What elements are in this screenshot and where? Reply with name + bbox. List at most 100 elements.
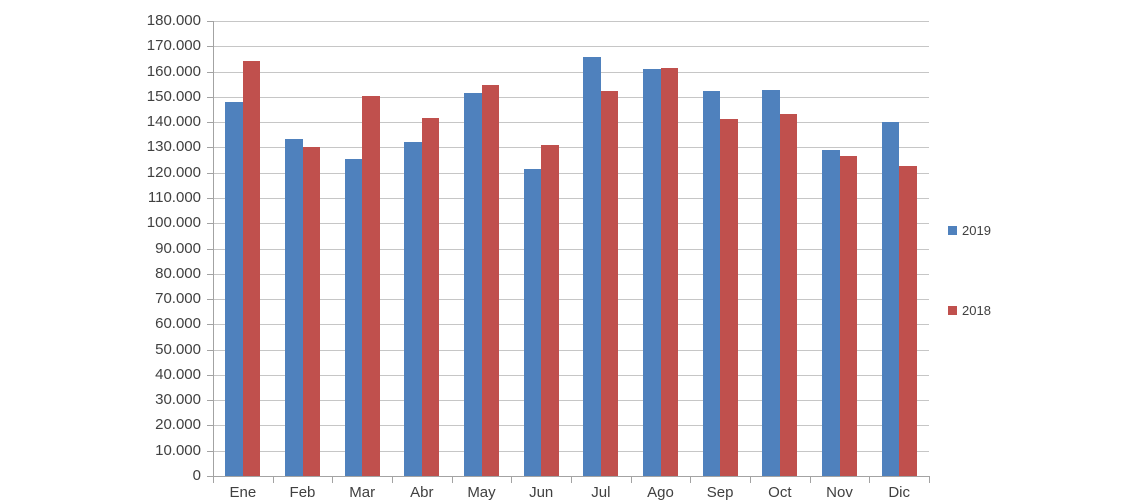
legend-item-2019: 2019 bbox=[948, 223, 991, 238]
legend-label-2018: 2018 bbox=[962, 303, 991, 318]
y-axis-tick bbox=[207, 273, 213, 275]
x-axis-tick bbox=[511, 477, 513, 483]
bar-2019-Ago bbox=[643, 68, 661, 476]
x-axis-tick bbox=[332, 477, 334, 483]
bar-2019-Feb bbox=[285, 138, 303, 476]
y-axis-label: 120.000 bbox=[146, 163, 201, 181]
y-gridline bbox=[213, 21, 929, 22]
y-axis-label: 80.000 bbox=[155, 264, 201, 282]
y-axis-tick bbox=[207, 476, 213, 477]
x-axis-tick bbox=[451, 477, 453, 483]
bar-2019-Dic bbox=[881, 122, 900, 476]
bar-2019-Mar bbox=[344, 158, 363, 476]
y-axis-tick bbox=[207, 349, 213, 351]
y-axis-tick bbox=[207, 96, 213, 98]
bar-2018-May bbox=[481, 84, 499, 476]
y-gridline bbox=[213, 324, 929, 326]
y-axis-tick bbox=[207, 21, 213, 22]
y-axis-tick bbox=[207, 46, 213, 48]
y-axis-tick bbox=[207, 197, 213, 199]
x-axis-tick bbox=[571, 477, 572, 483]
bar-2018-Jun bbox=[541, 145, 559, 476]
x-axis-line bbox=[213, 476, 930, 477]
bar-2019-Jul bbox=[583, 56, 601, 476]
bar-2019-Ene bbox=[225, 101, 243, 476]
x-axis-label-Feb: Feb bbox=[289, 484, 316, 500]
y-axis-label: 50.000 bbox=[155, 340, 201, 358]
legend-swatch-2018 bbox=[948, 306, 957, 315]
y-axis-label: 90.000 bbox=[155, 239, 201, 257]
y-axis-label: 20.000 bbox=[155, 416, 201, 434]
legend-label-2019: 2019 bbox=[962, 223, 991, 238]
x-axis-label-Ene: Ene bbox=[229, 484, 257, 500]
x-axis-label-Ago: Ago bbox=[647, 484, 674, 500]
x-axis-label-Sep: Sep bbox=[706, 484, 734, 500]
bar-2019-Nov bbox=[822, 150, 840, 476]
y-gridline bbox=[213, 46, 929, 48]
y-gridline bbox=[213, 172, 929, 174]
y-axis-tick bbox=[207, 122, 213, 124]
y-axis-label: 60.000 bbox=[155, 315, 201, 333]
y-gridline bbox=[213, 374, 929, 376]
y-axis-tick bbox=[207, 450, 213, 452]
x-axis-tick bbox=[690, 477, 692, 483]
y-axis-label: 110.000 bbox=[147, 188, 201, 206]
y-axis-label: 70.000 bbox=[155, 290, 201, 308]
y-gridline bbox=[213, 96, 929, 98]
x-axis-tick bbox=[929, 477, 930, 483]
y-gridline bbox=[213, 248, 929, 250]
y-axis-tick bbox=[207, 374, 213, 376]
bar-2018-Feb bbox=[302, 146, 320, 476]
x-axis-tick bbox=[630, 477, 632, 483]
y-axis-tick bbox=[207, 400, 213, 402]
y-gridline bbox=[213, 122, 929, 124]
y-axis-label: 160.000 bbox=[146, 62, 201, 80]
bar-2018-Dic bbox=[899, 165, 917, 476]
y-axis-label: 30.000 bbox=[155, 391, 201, 409]
x-axis-tick bbox=[272, 477, 274, 483]
bar-2018-Nov bbox=[839, 156, 857, 476]
y-axis-tick bbox=[207, 425, 213, 427]
y-gridline bbox=[213, 147, 929, 149]
bar-2018-Jul bbox=[600, 91, 619, 476]
y-gridline bbox=[213, 299, 929, 301]
y-axis-label: 170.000 bbox=[146, 37, 201, 55]
x-axis-tick bbox=[809, 477, 811, 483]
x-axis-label-May: May bbox=[467, 484, 496, 500]
legend-swatch-2019 bbox=[948, 226, 957, 235]
bar-2019-Jun bbox=[523, 168, 542, 476]
x-axis-tick bbox=[213, 477, 214, 483]
y-gridline bbox=[213, 400, 929, 402]
y-gridline bbox=[213, 197, 929, 199]
x-axis-tick bbox=[750, 477, 751, 483]
y-gridline bbox=[213, 349, 929, 351]
y-axis-label: 100.000 bbox=[146, 214, 201, 232]
y-axis-label: 150.000 bbox=[146, 87, 201, 105]
x-axis-label-Abr: Abr bbox=[410, 484, 434, 500]
x-axis-label-Jun: Jun bbox=[529, 484, 554, 500]
y-axis-tick bbox=[207, 248, 213, 250]
x-axis-tick bbox=[392, 477, 393, 483]
bar-2018-Ago bbox=[660, 68, 678, 476]
x-axis-label-Mar: Mar bbox=[349, 484, 376, 500]
x-axis-tick bbox=[869, 477, 871, 483]
y-axis-tick bbox=[207, 172, 213, 174]
y-axis-tick bbox=[207, 299, 213, 301]
bar-2019-Abr bbox=[404, 141, 422, 476]
y-axis-label: 140.000 bbox=[146, 113, 201, 131]
y-axis-label: 0 bbox=[192, 467, 201, 484]
y-axis-tick bbox=[207, 147, 213, 149]
bar-2019-Oct bbox=[762, 89, 780, 476]
bar-2018-Mar bbox=[362, 96, 380, 476]
bar-2019-Sep bbox=[702, 91, 721, 476]
legend-item-2018: 2018 bbox=[948, 303, 991, 318]
x-axis-label-Oct: Oct bbox=[768, 484, 792, 500]
y-axis-tick bbox=[207, 324, 213, 326]
bar-2018-Sep bbox=[720, 118, 738, 476]
y-axis-label: 40.000 bbox=[155, 365, 201, 383]
bar-2019-May bbox=[464, 92, 482, 476]
y-gridline bbox=[213, 223, 929, 225]
bar-2018-Abr bbox=[421, 117, 440, 476]
